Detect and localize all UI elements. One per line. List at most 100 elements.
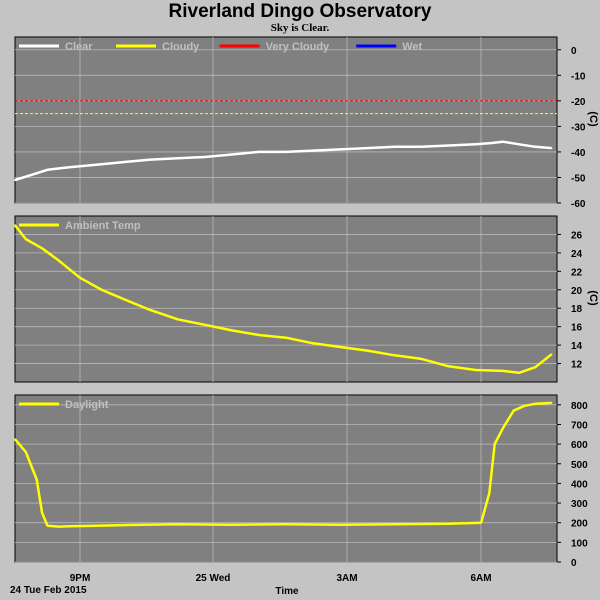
data-point	[25, 451, 27, 453]
data-point	[488, 492, 491, 495]
y-tick-label: 12	[571, 360, 583, 371]
y-tick-label: -10	[571, 71, 586, 82]
y-tick-label: 200	[571, 519, 588, 530]
data-point	[122, 524, 125, 526]
data-point	[366, 147, 369, 149]
y-tick-label: 0	[571, 558, 577, 569]
data-point	[447, 365, 450, 368]
data-point	[46, 169, 49, 171]
data-point	[149, 309, 152, 311]
data-point	[68, 525, 70, 528]
y-tick-label: 700	[571, 420, 588, 431]
panel-sky: 0 -10 -20 -30 -40 -50 -60 (C) Clear Cloudy Very Cl…	[14, 36, 599, 210]
data-point	[523, 405, 526, 407]
data-point	[534, 146, 537, 148]
data-point	[231, 153, 233, 156]
data-point	[203, 324, 206, 326]
data-point	[393, 354, 396, 357]
page-title: Riverland Dingo Observatory	[168, 1, 432, 22]
data-point	[339, 346, 342, 348]
data-point	[79, 276, 81, 279]
y-tick-label: 400	[571, 479, 588, 490]
data-point	[176, 157, 179, 160]
data-point	[393, 146, 396, 148]
data-point	[285, 336, 287, 339]
y-tick-label: 300	[571, 499, 588, 510]
data-point	[35, 478, 38, 481]
data-point	[420, 146, 423, 148]
y-tick-label: -40	[571, 148, 586, 159]
x-tick-label: 25 Wed	[196, 573, 231, 584]
legend-label: Daylight	[65, 399, 109, 411]
data-point	[68, 166, 70, 169]
sky-status-subtitle: Sky is Clear.	[270, 22, 330, 34]
data-point	[231, 329, 233, 332]
x-axis-label: Time	[275, 586, 299, 597]
legend-label: Ambient Temp	[65, 220, 141, 232]
y-tick-label: -30	[571, 122, 586, 133]
data-point	[258, 334, 260, 336]
data-point	[122, 161, 125, 163]
y-tick-label: 500	[571, 460, 588, 471]
data-point	[258, 151, 260, 153]
data-point	[25, 238, 27, 240]
y-tick-label: -60	[571, 199, 586, 210]
data-point	[491, 142, 493, 144]
data-point	[149, 158, 152, 161]
data-point	[420, 358, 423, 360]
data-point	[447, 144, 450, 147]
y-tick-label: 100	[571, 538, 588, 549]
y-tick-label: 22	[571, 267, 583, 278]
panel-ambient: 26 24 22 20 18 16 14 12 (C) Ambient Temp	[14, 215, 599, 383]
y-tick-label: 20	[571, 286, 583, 297]
y-tick-label: 24	[571, 249, 583, 260]
data-point	[285, 523, 287, 526]
data-point	[366, 349, 369, 352]
data-point	[550, 147, 553, 149]
data-point	[231, 523, 233, 526]
data-point	[176, 523, 179, 526]
legend-label: Cloudy	[162, 41, 200, 53]
plot-area	[14, 215, 558, 383]
data-point	[176, 318, 179, 321]
data-point	[30, 174, 33, 176]
data-point	[534, 403, 537, 405]
data-point	[502, 140, 504, 143]
data-point	[339, 148, 342, 151]
data-point	[518, 143, 520, 146]
panel-daylight: 800 700 600 500 400 300 200 100 0 Daylight	[14, 394, 588, 569]
data-point	[57, 259, 60, 262]
y-tick-label: 800	[571, 401, 588, 412]
data-point	[41, 247, 43, 250]
data-point	[474, 369, 477, 371]
plot-area	[14, 36, 558, 204]
y-tick-label: 18	[571, 304, 583, 315]
data-point	[285, 151, 287, 153]
series-line-clear	[14, 140, 552, 182]
y-tick-label: -50	[571, 173, 586, 184]
legend-label: Very Cloudy	[266, 41, 330, 53]
plot-area	[14, 394, 558, 563]
date-label: 24 Tue Feb 2015	[10, 585, 87, 596]
y-axis-label: (C)	[587, 290, 599, 306]
x-tick-label: 6AM	[470, 573, 491, 584]
y-tick-label: 14	[571, 341, 583, 352]
data-point	[550, 402, 553, 404]
data-point	[57, 525, 60, 528]
data-point	[122, 298, 125, 300]
y-tick-label: 0	[571, 46, 577, 57]
data-point	[502, 427, 504, 430]
data-point	[502, 370, 504, 372]
data-point	[41, 512, 43, 514]
series-line-ambient-temp	[14, 224, 553, 375]
x-tick-label: 9PM	[70, 573, 91, 584]
data-point	[95, 163, 98, 166]
data-point	[339, 523, 342, 526]
data-point	[14, 224, 16, 227]
data-point	[14, 179, 16, 181]
y-tick-label: 600	[571, 440, 588, 451]
data-point	[447, 522, 450, 525]
data-point	[534, 366, 537, 369]
data-point	[493, 443, 496, 445]
